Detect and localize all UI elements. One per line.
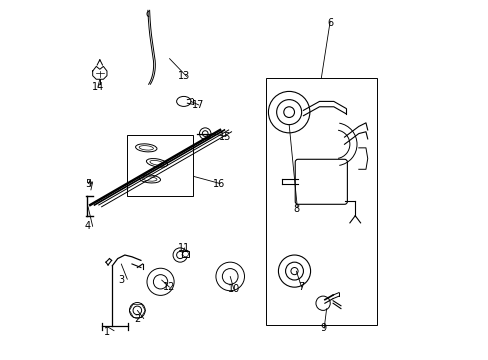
Bar [126,135,192,196]
Text: 5: 5 [85,179,91,189]
Text: 1: 1 [103,327,110,337]
Text: 13: 13 [177,71,189,81]
Text: 14: 14 [92,82,104,92]
Text: 17: 17 [191,100,204,110]
Circle shape [290,267,298,275]
Text: 12: 12 [163,282,175,292]
Text: 3: 3 [118,275,124,285]
Bar [182,251,188,257]
Text: 15: 15 [218,132,230,142]
Text: 10: 10 [227,284,240,294]
Bar [265,78,376,325]
Text: 4: 4 [85,221,91,231]
Text: 6: 6 [326,18,333,28]
Text: 16: 16 [213,179,225,189]
Text: 2: 2 [134,314,140,324]
Text: 8: 8 [293,203,299,213]
Text: 9: 9 [319,323,325,333]
Text: 11: 11 [177,243,189,253]
Text: 7: 7 [298,282,304,292]
